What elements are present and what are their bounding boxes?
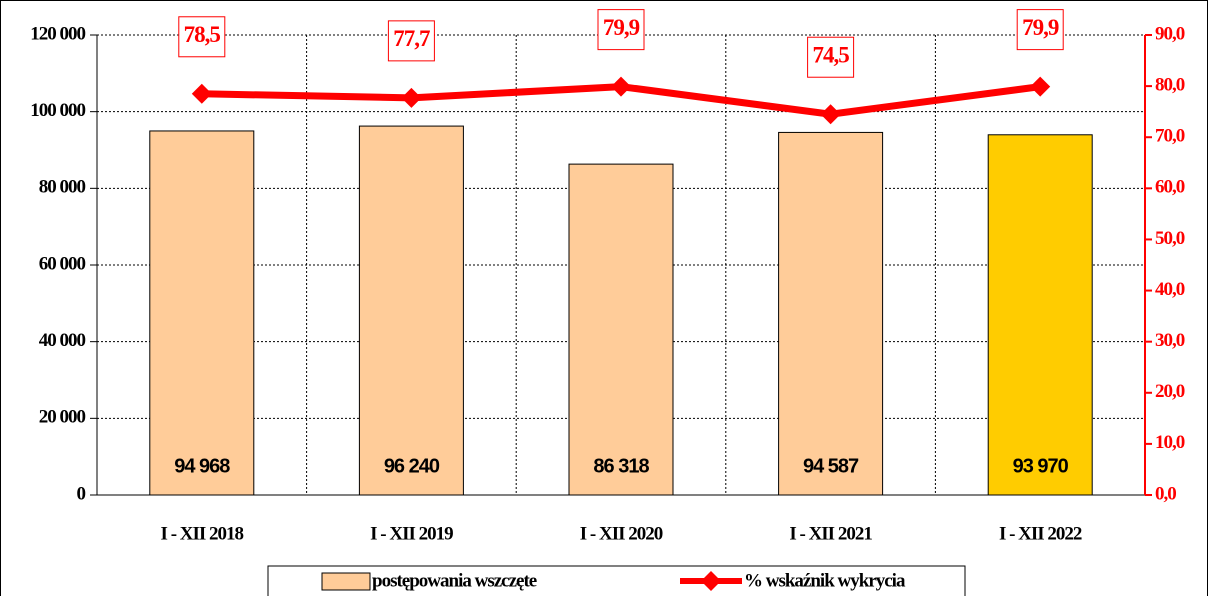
line-marker	[611, 76, 631, 97]
y-tick-label: 20 000	[39, 407, 86, 428]
x-tick-label: I - XII 2019	[370, 523, 453, 544]
legend-swatch	[321, 572, 371, 591]
line-label-box	[1016, 9, 1064, 51]
bar	[358, 125, 464, 496]
y2-tick-label: 80,0	[1155, 74, 1185, 95]
y-tick-label: 120 000	[30, 23, 85, 44]
line-value-label: 79,9	[1022, 15, 1059, 40]
y-tick-label: 60 000	[39, 253, 86, 274]
y-tick-label: 100 000	[30, 100, 85, 121]
line-marker	[401, 87, 422, 108]
x-tick-label: I - XII 2018	[161, 523, 244, 544]
bar-value-label: 96 240	[384, 455, 440, 477]
legend-label: % wskaźnik wykrycia	[744, 570, 906, 591]
line-label-box	[387, 20, 435, 62]
y2-tick-label: 20,0	[1155, 381, 1185, 402]
bar	[149, 130, 255, 496]
line-label-box	[807, 36, 855, 78]
line-value-label: 74,5	[812, 43, 849, 68]
y2-tick-label: 40,0	[1155, 279, 1185, 300]
bar	[987, 134, 1093, 496]
y2-tick-label: 10,0	[1155, 432, 1185, 453]
y-tick-label: 40 000	[39, 330, 86, 351]
x-tick-label: I - XII 2020	[580, 523, 663, 544]
bar-value-label: 86 318	[593, 455, 649, 477]
y-tick-label: 80 000	[39, 177, 86, 198]
y2-tick-label: 70,0	[1155, 126, 1185, 147]
line-marker	[1030, 76, 1051, 97]
x-tick-label: I - XII 2021	[789, 523, 872, 544]
y2-tick-label: 90,0	[1155, 23, 1185, 44]
y2-tick-label: 30,0	[1155, 330, 1185, 351]
y2-tick-label: 60,0	[1155, 177, 1185, 198]
y2-tick-label: 50,0	[1155, 228, 1185, 249]
bar	[778, 131, 884, 496]
line-label-box	[178, 16, 226, 58]
line-value-label: 78,5	[184, 22, 221, 47]
y-tick-label: 0	[77, 483, 86, 504]
x-tick-label: I - XII 2022	[999, 523, 1082, 544]
bar	[568, 163, 674, 496]
legend-marker	[701, 571, 721, 591]
line-marker	[820, 104, 841, 125]
bar-value-label: 94 968	[174, 455, 230, 477]
y2-tick-label: 0,0	[1155, 483, 1176, 504]
line-value-label: 79,9	[603, 15, 640, 40]
bar-value-label: 94 587	[803, 455, 859, 477]
legend-box	[267, 565, 966, 596]
line-label-box	[597, 9, 645, 51]
legend-label: postępowania wszczęte	[372, 570, 537, 591]
line-marker	[191, 83, 212, 104]
bar-value-label: 93 970	[1013, 455, 1069, 477]
line-value-label: 77,7	[393, 26, 430, 51]
